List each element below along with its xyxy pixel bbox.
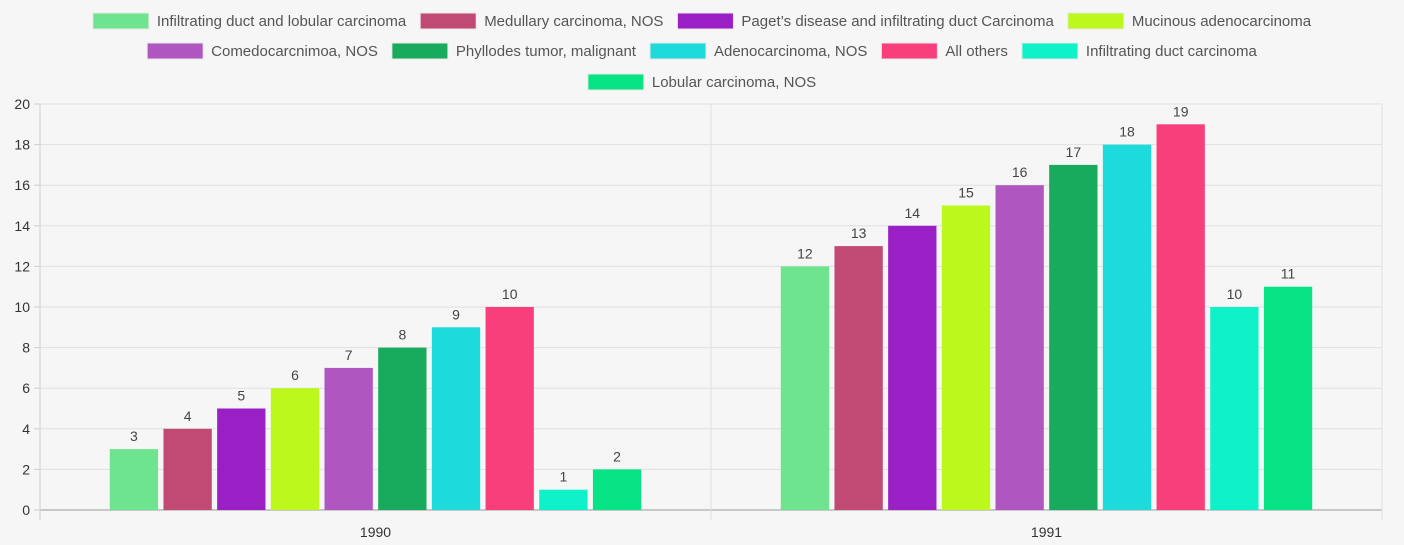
legend-label: Mucinous adenocarcinoma: [1132, 13, 1312, 30]
bar[interactable]: [941, 205, 991, 511]
y-tick-label: 6: [22, 380, 30, 396]
bar[interactable]: [539, 489, 588, 510]
y-tick-label: 2: [22, 461, 30, 477]
y-tick-label: 20: [14, 96, 30, 112]
legend-item[interactable]: All others: [880, 42, 1008, 60]
legend-label: Adenocarcinoma, NOS: [714, 43, 867, 60]
data-label: 16: [1012, 164, 1028, 180]
bar[interactable]: [834, 246, 883, 510]
legend-label: Medullary carcinoma, NOS: [484, 13, 663, 30]
bar[interactable]: [324, 367, 373, 510]
y-tick-label: 10: [14, 299, 30, 315]
bar[interactable]: [1210, 307, 1259, 510]
data-label: 11: [1281, 266, 1296, 282]
legend-label: Lobular carcinoma, NOS: [652, 74, 816, 91]
legend-item[interactable]: Medullary carcinoma, NOS: [419, 12, 663, 30]
y-tick-label: 18: [14, 137, 30, 153]
legend-swatch: [880, 42, 938, 60]
data-label: 10: [1227, 286, 1243, 302]
bar[interactable]: [995, 185, 1044, 510]
bar[interactable]: [1156, 124, 1205, 511]
data-label: 1: [559, 469, 567, 485]
data-label: 9: [452, 306, 460, 322]
bar[interactable]: [485, 307, 534, 510]
bar[interactable]: [270, 388, 320, 510]
legend-label: Infiltrating duct and lobular carcinoma: [157, 13, 407, 30]
bar[interactable]: [163, 428, 212, 510]
legend-swatch: [92, 12, 150, 30]
data-label: 7: [345, 347, 353, 363]
bar[interactable]: [378, 347, 427, 510]
data-label: 13: [851, 225, 867, 241]
bar[interactable]: [1263, 286, 1313, 510]
bar[interactable]: [431, 327, 481, 510]
data-label: 14: [905, 205, 921, 221]
data-label: 10: [502, 286, 518, 302]
data-label: 6: [291, 367, 299, 383]
legend-label: All others: [945, 43, 1008, 60]
x-tick-label: 1990: [360, 524, 391, 540]
legend-label: Paget’s disease and infiltrating duct Ca…: [741, 13, 1054, 30]
bar[interactable]: [109, 449, 159, 510]
legend: Infiltrating duct and lobular carcinoma M…: [92, 12, 1312, 91]
legend-item[interactable]: Adenocarcinoma, NOS: [649, 42, 867, 60]
data-label: 18: [1119, 124, 1135, 140]
legend-item[interactable]: Mucinous adenocarcinoma: [1067, 12, 1312, 30]
data-label: 17: [1066, 144, 1082, 160]
bar[interactable]: [217, 408, 266, 511]
y-tick-label: 8: [22, 340, 30, 356]
legend-item[interactable]: Infiltrating duct carcinoma: [1021, 42, 1258, 60]
x-tick-label: 1991: [1031, 524, 1062, 540]
legend-swatch: [1021, 42, 1079, 60]
data-label: 4: [184, 408, 192, 424]
legend-swatch: [649, 42, 707, 60]
data-label: 12: [797, 245, 813, 261]
legend-swatch: [587, 73, 645, 91]
data-label: 19: [1173, 103, 1189, 119]
legend-item[interactable]: Phyllodes tumor, malignant: [391, 42, 637, 60]
bar[interactable]: [1049, 164, 1098, 510]
legend-item[interactable]: Lobular carcinoma, NOS: [587, 73, 816, 91]
bar[interactable]: [1102, 144, 1152, 510]
bar[interactable]: [592, 469, 642, 510]
legend-item[interactable]: Comedocarcnimoa, NOS: [146, 42, 378, 60]
data-label: 8: [398, 327, 406, 343]
legend-item[interactable]: Infiltrating duct and lobular carcinoma: [92, 12, 407, 30]
legend-swatch: [391, 42, 449, 60]
legend-swatch: [676, 12, 734, 30]
legend-swatch: [1067, 12, 1125, 30]
legend-swatch: [419, 12, 477, 30]
legend-item[interactable]: Paget’s disease and infiltrating duct Ca…: [676, 12, 1054, 30]
y-tick-label: 14: [14, 218, 30, 234]
legend-label: Infiltrating duct carcinoma: [1086, 43, 1258, 60]
bar[interactable]: [780, 266, 830, 510]
data-label: 3: [130, 428, 138, 444]
data-label: 15: [958, 185, 974, 201]
data-label: 5: [237, 388, 245, 404]
y-tick-label: 16: [14, 177, 30, 193]
legend-swatch: [146, 42, 204, 60]
data-label: 2: [613, 448, 621, 464]
bar[interactable]: [888, 225, 937, 511]
y-tick-label: 4: [22, 421, 30, 437]
y-tick-label: 12: [14, 258, 30, 274]
bars: [109, 124, 1313, 511]
legend-label: Comedocarcnimoa, NOS: [211, 43, 378, 60]
legend-label: Phyllodes tumor, malignant: [456, 43, 637, 60]
y-tick-label: 0: [22, 502, 30, 518]
